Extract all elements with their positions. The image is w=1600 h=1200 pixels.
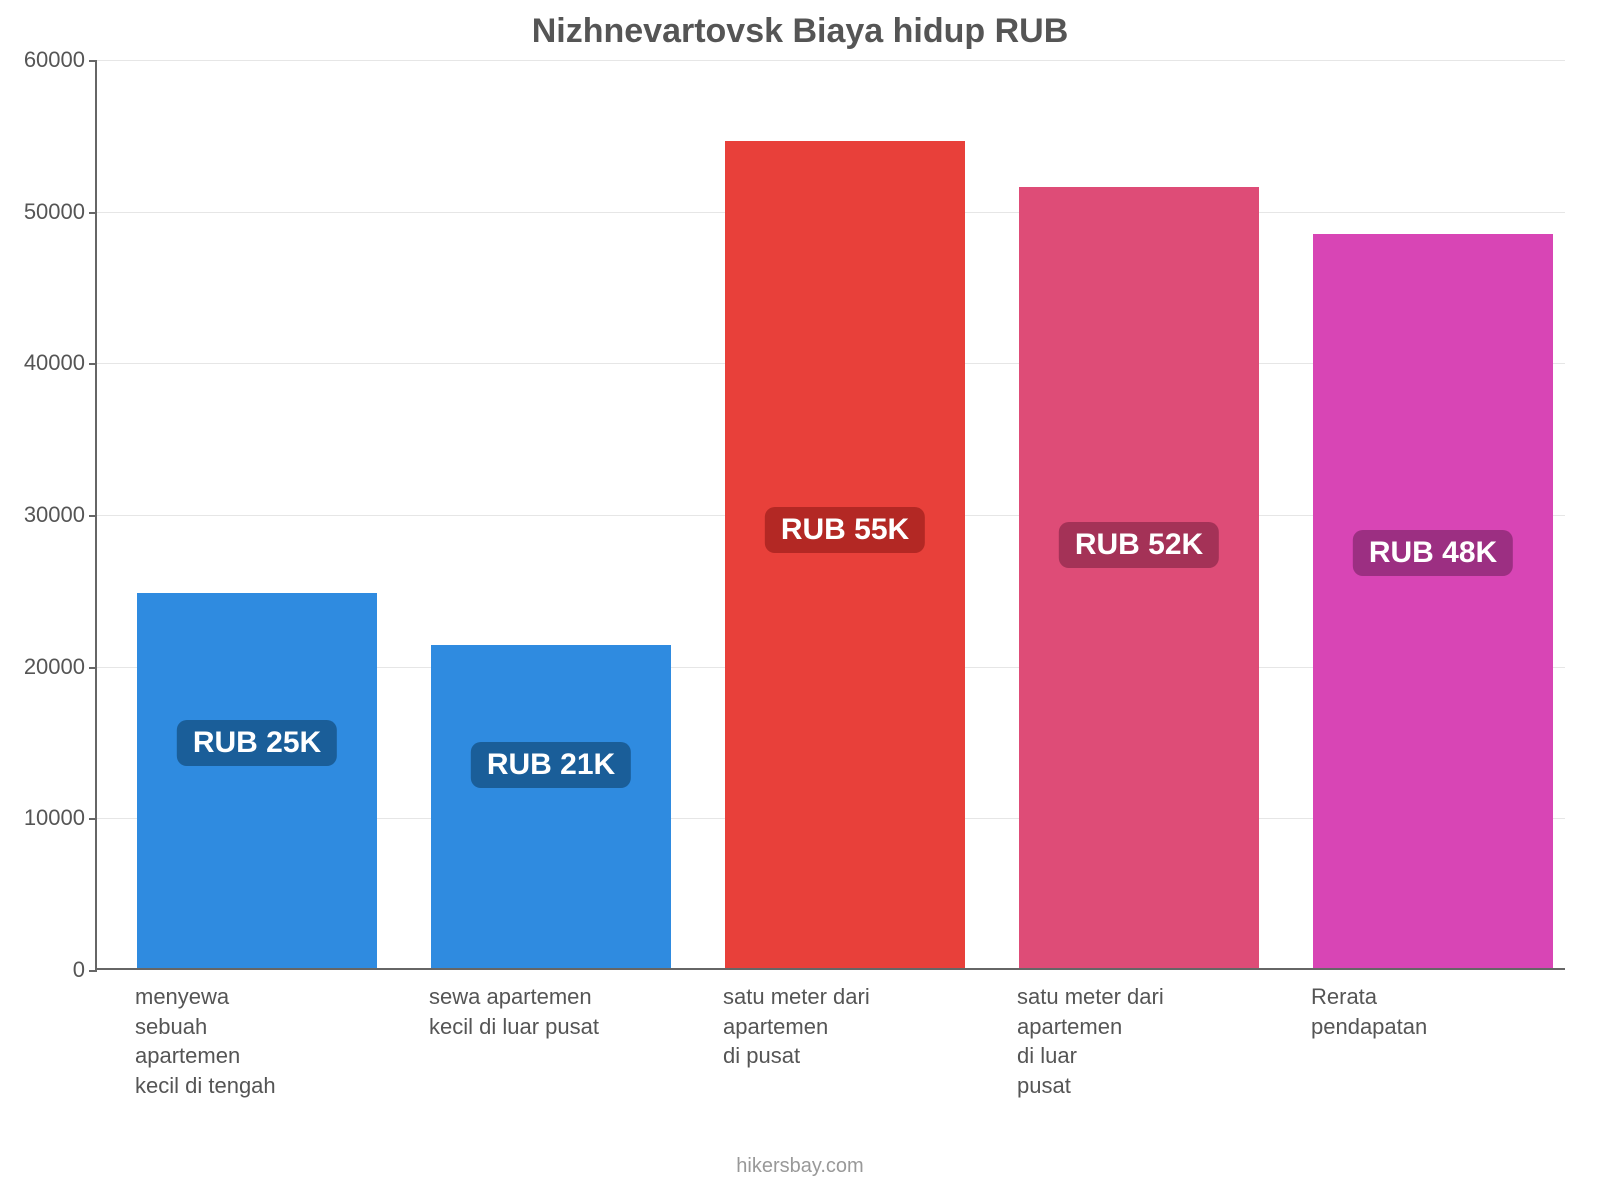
- x-axis-label: menyewasebuahapartemenkecil di tengah: [135, 982, 385, 1101]
- bar-value-badge: RUB 25K: [177, 720, 337, 766]
- cost-of-living-chart: Nizhnevartovsk Biaya hidup RUB 010000200…: [0, 0, 1600, 1200]
- y-tick-label: 40000: [24, 350, 97, 376]
- bar-value-badge: RUB 48K: [1353, 530, 1513, 576]
- x-axis-labels: menyewasebuahapartemenkecil di tengah sew…: [95, 982, 1565, 1142]
- chart-credit: hikersbay.com: [0, 1155, 1600, 1178]
- bar: [431, 645, 671, 968]
- chart-title: Nizhnevartovsk Biaya hidup RUB: [0, 12, 1600, 51]
- bar-value-badge: RUB 21K: [471, 742, 631, 788]
- x-axis-label: sewa apartemenkecil di luar pusat: [429, 982, 679, 1041]
- y-tick-label: 10000: [24, 805, 97, 831]
- bar-value-badge: RUB 55K: [765, 507, 925, 553]
- x-axis-label: satu meter dariapartemendi luarpusat: [1017, 982, 1267, 1101]
- x-axis-label: satu meter dariapartemendi pusat: [723, 982, 973, 1071]
- y-tick-label: 60000: [24, 47, 97, 73]
- x-axis-label: Reratapendapatan: [1311, 982, 1561, 1041]
- bar: [1313, 234, 1553, 968]
- y-tick-label: 20000: [24, 654, 97, 680]
- plot-area: 0100002000030000400005000060000RUB 25KRU…: [95, 60, 1565, 970]
- bar: [1019, 187, 1259, 968]
- y-tick-label: 0: [73, 957, 97, 983]
- bar: [137, 593, 377, 968]
- y-tick-label: 50000: [24, 199, 97, 225]
- bar: [725, 141, 965, 968]
- y-tick-label: 30000: [24, 502, 97, 528]
- bar-value-badge: RUB 52K: [1059, 522, 1219, 568]
- gridline: [97, 60, 1565, 61]
